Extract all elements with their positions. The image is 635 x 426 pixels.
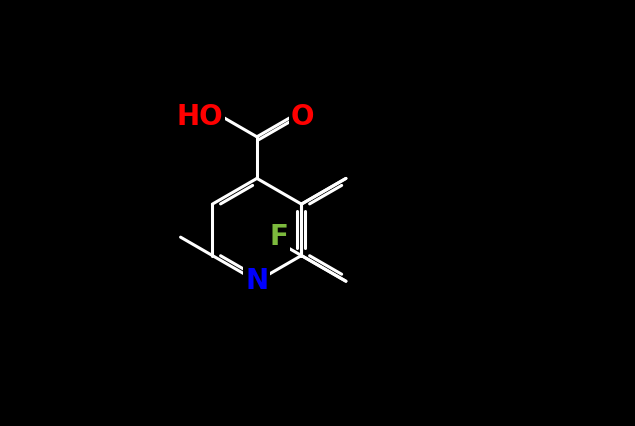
Text: N: N: [245, 267, 269, 295]
Text: HO: HO: [177, 103, 223, 131]
Text: F: F: [270, 223, 288, 251]
Text: O: O: [291, 103, 314, 131]
